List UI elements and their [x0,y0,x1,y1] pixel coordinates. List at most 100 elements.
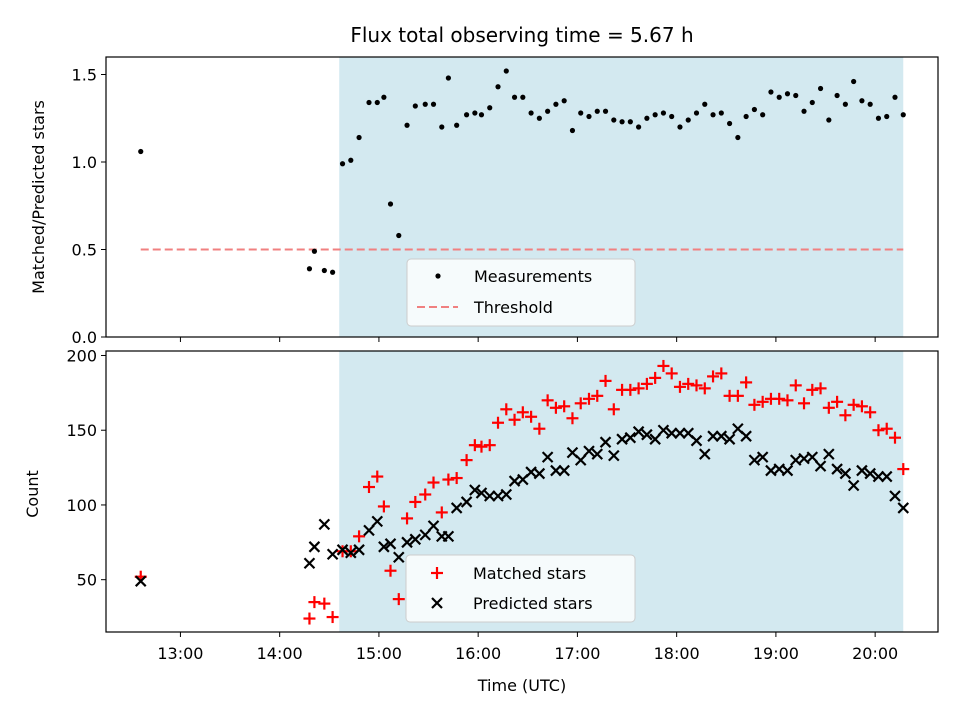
predicted-star-point [450,502,463,514]
measurement-point [472,110,478,116]
matched-star-point [897,463,910,476]
x-stroke [134,575,147,587]
x-stroke [336,544,349,556]
measurement-point [627,119,633,125]
threshold-legend-label: Threshold [473,298,553,317]
matched-star-point [665,367,678,380]
x-stroke [541,451,554,463]
x-stroke [765,464,777,477]
predicted-star-point [649,433,661,445]
matched-star-point [549,401,562,414]
matched-star-point [632,382,645,395]
measurement-point [528,110,534,116]
x-tick-label: 17:00 [554,644,600,663]
measurement-point [652,112,658,118]
bottom-legend: Matched stars Predicted stars [405,554,636,623]
measurement-point [306,266,313,272]
y-tick-label: 100 [66,496,97,515]
x-stroke [303,557,316,570]
x-stroke [889,490,901,502]
x-stroke [326,548,339,561]
x-stroke [566,446,579,459]
matched-star-point [806,383,819,396]
x-stroke [880,470,893,483]
predicted-star-point [336,544,349,556]
x-stroke [690,434,703,447]
x-tick-label: 19:00 [753,644,799,663]
measurement-point [817,85,824,92]
y-tick-label: 50 [77,571,97,590]
x-stroke [814,460,827,472]
matched-star-point [715,367,728,380]
predicted-star-point [591,448,604,460]
predicted-star-point [856,464,868,477]
measurement-point [561,98,567,104]
top-legend: Measurements Threshold [406,258,636,327]
x-tick-label: 16:00 [455,644,501,663]
predicted-star-point [608,449,620,462]
predicted-star-point [409,533,422,546]
matched-star-point [888,431,901,444]
x-stroke [856,464,868,477]
measurement-point [412,103,418,109]
x-stroke [641,428,653,441]
predicted-star-point [419,529,432,541]
matched-star-point [541,394,554,407]
x-stroke [798,452,810,465]
predicted-star-point [475,487,488,499]
predicted-star-point [831,463,843,475]
matched-star-point [384,564,397,577]
predicted-star-point [814,460,827,472]
measurement-point [784,91,791,97]
predicted-star-point [781,464,794,477]
measurement-point [685,117,691,123]
predicted-star-point [427,520,440,532]
y-tick-label: 200 [66,346,97,365]
x-stroke [657,424,670,436]
predicted-star-point [657,424,670,436]
matched-star-point [450,472,463,485]
x-stroke [574,454,587,466]
x-stroke [823,448,835,460]
measurement-point [834,92,840,99]
matched-star-point [558,400,571,413]
bottom-x-ticks: 13:00 14:00 15:00 16:00 17:00 18:00 19:00 20:00 [157,632,898,663]
x-stroke [550,464,562,477]
bottom-legend-box [405,554,636,623]
predicted-star-point [392,551,405,564]
matched-star-point [673,380,686,393]
x-stroke [475,487,488,499]
measurement-point [801,108,807,114]
matched-star-point [516,406,529,419]
predicted-legend-marker [431,597,443,609]
x-stroke [624,431,637,444]
measurement-point [892,94,898,100]
measurement-point [321,267,327,274]
x-stroke [460,496,473,508]
measurement-point [553,101,559,107]
predicted-star-point [872,470,885,483]
matched-star-point [748,398,761,411]
predicted-star-point [533,467,546,480]
matched-star-point [839,409,852,422]
x-stroke [781,464,794,477]
x-stroke [872,470,885,483]
x-stroke [591,448,604,460]
matched-star-point [649,371,662,384]
measurement-point [545,108,551,114]
matched-star-point [442,473,455,486]
predicted-star-point [641,428,653,441]
predicted-star-point [847,479,860,492]
x-stroke [401,536,413,549]
x-stroke [442,530,455,543]
matched-star-point [690,379,703,392]
measurement-point [768,89,774,95]
measurements-legend-label: Measurements [474,267,592,286]
matched-star-point [682,377,695,390]
x-stroke [483,490,496,502]
predicted-star-point [624,431,637,444]
predicted-star-point [500,488,513,501]
predicted-star-point [469,484,481,496]
x-stroke [345,547,357,559]
y-tick-label: 1.0 [72,153,97,172]
